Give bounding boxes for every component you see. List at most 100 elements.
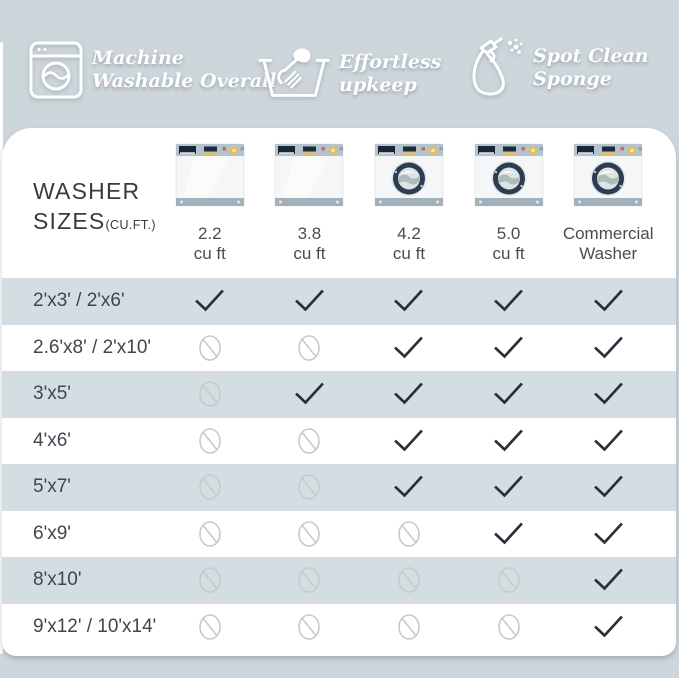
washer-size-label: Commercial <box>562 224 654 243</box>
compatibility-cell <box>558 428 658 454</box>
compatibility-cell <box>459 381 559 407</box>
table-title-line1: WASHER <box>33 178 141 204</box>
washing-machine-icon <box>29 41 83 99</box>
prohibited-icon <box>198 334 221 361</box>
check-icon <box>593 382 623 405</box>
washer-column-label: 3.8 cu ft <box>293 224 325 264</box>
prohibited-icon <box>198 613 221 640</box>
compatibility-cell <box>359 520 459 548</box>
rug-size-label: 5'x7' <box>33 476 71 498</box>
prohibited-icon <box>198 474 221 501</box>
check-icon <box>494 336 523 359</box>
top-load-washer-image <box>175 143 245 207</box>
check-icon <box>494 429 523 452</box>
prohibited-icon <box>398 567 420 594</box>
badge-line2: Washable Overall <box>92 70 277 92</box>
prohibited-icon <box>298 567 321 594</box>
compatibility-cell <box>160 380 260 408</box>
front-load-washer-image <box>474 143 543 207</box>
table-title: WASHER SIZES(CU.FT.) <box>2 143 160 237</box>
check-icon <box>394 289 424 312</box>
washer-column: Commercial Washer <box>558 143 658 264</box>
badge-effortless-upkeep: Effortless upkeep <box>258 43 441 105</box>
check-icon <box>294 382 324 405</box>
prohibited-icon <box>298 334 321 361</box>
compatibility-cell <box>359 474 459 500</box>
compatibility-cell <box>558 614 658 640</box>
prohibited-icon <box>298 427 321 454</box>
washer-column: 3.8 cu ft <box>260 143 360 264</box>
check-icon <box>394 336 424 359</box>
compatibility-cell <box>459 288 559 314</box>
washer-column-label: 5.0 cu ft <box>493 224 525 264</box>
washer-illustration <box>571 143 645 218</box>
compatibility-cell <box>359 428 459 454</box>
compatibility-cell <box>558 381 658 407</box>
compatibility-cell <box>260 334 360 362</box>
front-load-washer-image <box>573 143 643 207</box>
washer-size-label: 4.2 <box>397 224 421 243</box>
hand-wash-icon <box>258 48 330 97</box>
page-edge-sliver <box>0 42 3 654</box>
table-row: 3'x5' <box>2 371 676 418</box>
prohibited-icon <box>198 381 221 408</box>
front-load-washer-image <box>374 143 444 207</box>
compatibility-cell <box>260 613 360 641</box>
compatibility-cell <box>260 427 360 455</box>
check-icon <box>593 475 623 498</box>
washer-unit-label: cu ft <box>392 244 426 264</box>
compatibility-cell <box>558 474 658 500</box>
compatibility-cell <box>260 473 360 501</box>
check-icon <box>593 522 623 545</box>
table-row: 9'x12' / 10'x14' <box>2 604 676 651</box>
badge-line1: Machine <box>92 47 184 70</box>
badge-spot-clean: Spot Clean Sponge <box>468 36 649 100</box>
washer-column-label: Commercial Washer <box>563 224 654 264</box>
compatibility-cell <box>459 428 559 454</box>
washer-size-label: 2.2 <box>197 224 222 243</box>
compatibility-cell <box>359 613 459 641</box>
check-icon <box>394 475 424 498</box>
compatibility-cell <box>459 474 559 500</box>
compatibility-cell <box>459 335 559 361</box>
compatibility-cell <box>260 520 360 548</box>
compatibility-cell <box>260 381 360 407</box>
compatibility-cell <box>160 566 260 594</box>
check-icon <box>593 615 623 638</box>
badge-line2: upkeep <box>339 74 417 96</box>
washer-illustration <box>173 143 247 218</box>
compatibility-cell <box>359 566 459 594</box>
washer-column: 5.0 cu ft <box>459 143 559 264</box>
table-row: 2'x3' / 2'x6' <box>2 278 676 325</box>
badge-line1: Spot Clean <box>533 45 649 68</box>
compatibility-cell <box>160 613 260 641</box>
compatibility-cell <box>160 473 260 501</box>
badge-label: Effortless upkeep <box>339 51 441 97</box>
washer-compatibility-card: WASHER SIZES(CU.FT.) 2.2 cu ft <box>2 128 676 656</box>
table-row: 8'x10' <box>2 557 676 604</box>
compatibility-rows: 2'x3' / 2'x6' 2.6'x8' / 2'x10' <box>2 278 676 650</box>
rug-size-label: 6'x9' <box>33 522 71 544</box>
check-icon <box>593 568 623 591</box>
compatibility-cell <box>260 288 360 314</box>
washer-column-label: 4.2 cu ft <box>393 224 425 264</box>
compatibility-cell <box>558 567 658 593</box>
washer-illustration <box>272 143 346 218</box>
prohibited-icon <box>198 567 221 594</box>
compatibility-cell <box>160 288 260 314</box>
check-icon <box>494 522 523 545</box>
compatibility-cell <box>160 427 260 455</box>
compatibility-cell <box>558 288 658 314</box>
badge-label: Spot Clean Sponge <box>533 45 649 91</box>
spray-bottle-icon <box>472 37 523 96</box>
prohibited-icon <box>298 474 321 501</box>
prohibited-icon <box>497 567 520 594</box>
washer-column: 4.2 cu ft <box>359 143 459 264</box>
washer-column: 2.2 cu ft <box>160 143 260 264</box>
compatibility-cell <box>160 334 260 362</box>
prohibited-icon <box>298 613 321 640</box>
top-load-washer-image <box>275 143 344 207</box>
rug-size-label: 8'x10' <box>33 569 82 591</box>
prohibited-icon <box>398 613 420 640</box>
